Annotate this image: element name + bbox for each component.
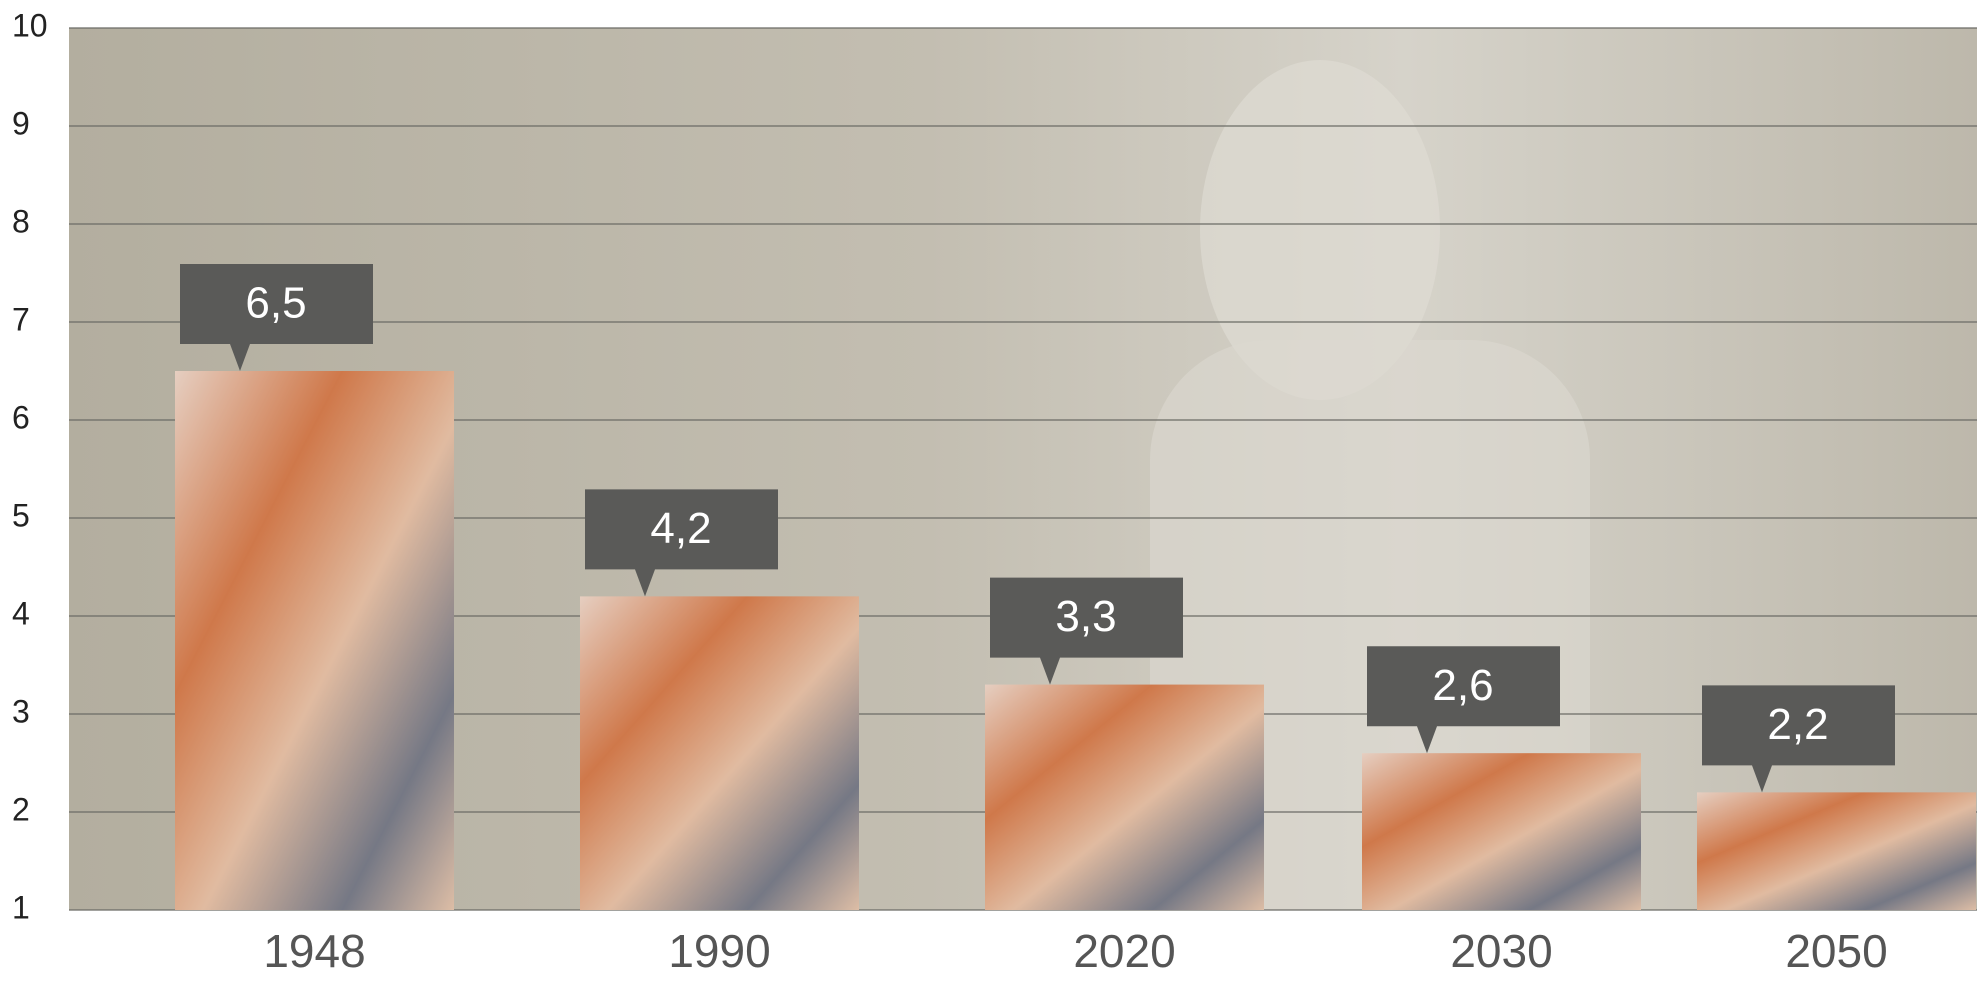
callout (585, 489, 778, 597)
y-tick-label: 10 (12, 7, 48, 43)
y-tick-label: 7 (12, 301, 30, 337)
callout (1702, 685, 1895, 793)
value-label: 2,6 (1432, 661, 1493, 710)
bar-shade (580, 596, 859, 910)
bars (175, 371, 1976, 910)
y-tick-label: 4 (12, 595, 30, 631)
y-tick-label: 2 (12, 791, 30, 827)
y-tick-label: 3 (12, 693, 30, 729)
callout (1367, 646, 1560, 754)
value-label: 3,3 (1055, 592, 1116, 641)
bar-shade (1697, 792, 1976, 910)
bar (1697, 792, 1976, 910)
x-tick-label: 2020 (1073, 925, 1175, 977)
bar-shade (175, 371, 454, 910)
callout (180, 264, 373, 371)
bar-shade (1362, 753, 1641, 910)
x-tick-label: 2050 (1785, 925, 1887, 977)
x-tick-label: 2030 (1450, 925, 1552, 977)
x-tick-label: 1948 (263, 925, 365, 977)
value-label: 2,2 (1767, 700, 1828, 749)
y-tick-label: 1 (12, 889, 30, 925)
y-tick-label: 6 (12, 399, 30, 435)
y-tick-label: 5 (12, 497, 30, 533)
background-figure (1200, 60, 1440, 400)
bar (175, 371, 454, 910)
labels: 1 2 3 4 5 6 7 8 9 10 1948 6,5 1990 4,2 2020 3,3 2030 2,6 2… (12, 7, 1895, 977)
y-tick-label: 8 (12, 203, 30, 239)
bar (580, 596, 859, 910)
value-label: 4,2 (650, 504, 711, 553)
callout (990, 577, 1183, 685)
x-tick-label: 1990 (668, 925, 770, 977)
y-tick-label: 9 (12, 105, 30, 141)
bar (985, 684, 1264, 910)
bar (1362, 753, 1641, 910)
bar-shade (985, 684, 1264, 910)
value-label: 6,5 (245, 279, 306, 328)
